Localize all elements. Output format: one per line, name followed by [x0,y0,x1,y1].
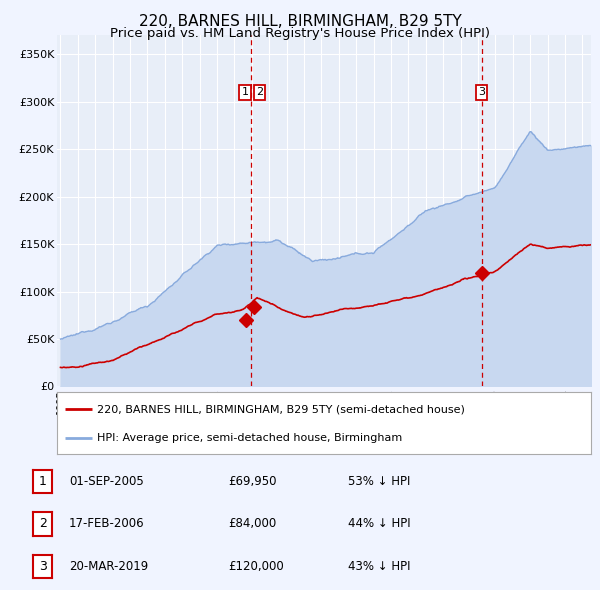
Text: 2: 2 [38,517,47,530]
Text: 3: 3 [38,560,47,573]
Text: £84,000: £84,000 [228,517,276,530]
Text: 44% ↓ HPI: 44% ↓ HPI [348,517,410,530]
Text: HPI: Average price, semi-detached house, Birmingham: HPI: Average price, semi-detached house,… [97,432,403,442]
Text: 220, BARNES HILL, BIRMINGHAM, B29 5TY: 220, BARNES HILL, BIRMINGHAM, B29 5TY [139,14,461,29]
Text: 01-SEP-2005: 01-SEP-2005 [69,475,144,488]
Text: Price paid vs. HM Land Registry's House Price Index (HPI): Price paid vs. HM Land Registry's House … [110,27,490,40]
Text: 17-FEB-2006: 17-FEB-2006 [69,517,145,530]
Text: 53% ↓ HPI: 53% ↓ HPI [348,475,410,488]
Text: 20-MAR-2019: 20-MAR-2019 [69,560,148,573]
Text: 1: 1 [241,87,248,97]
Text: 43% ↓ HPI: 43% ↓ HPI [348,560,410,573]
Text: £120,000: £120,000 [228,560,284,573]
Text: 220, BARNES HILL, BIRMINGHAM, B29 5TY (semi-detached house): 220, BARNES HILL, BIRMINGHAM, B29 5TY (s… [97,404,465,414]
Text: 3: 3 [478,87,485,97]
Text: 2: 2 [256,87,263,97]
Text: 1: 1 [38,475,47,488]
Text: £69,950: £69,950 [228,475,277,488]
